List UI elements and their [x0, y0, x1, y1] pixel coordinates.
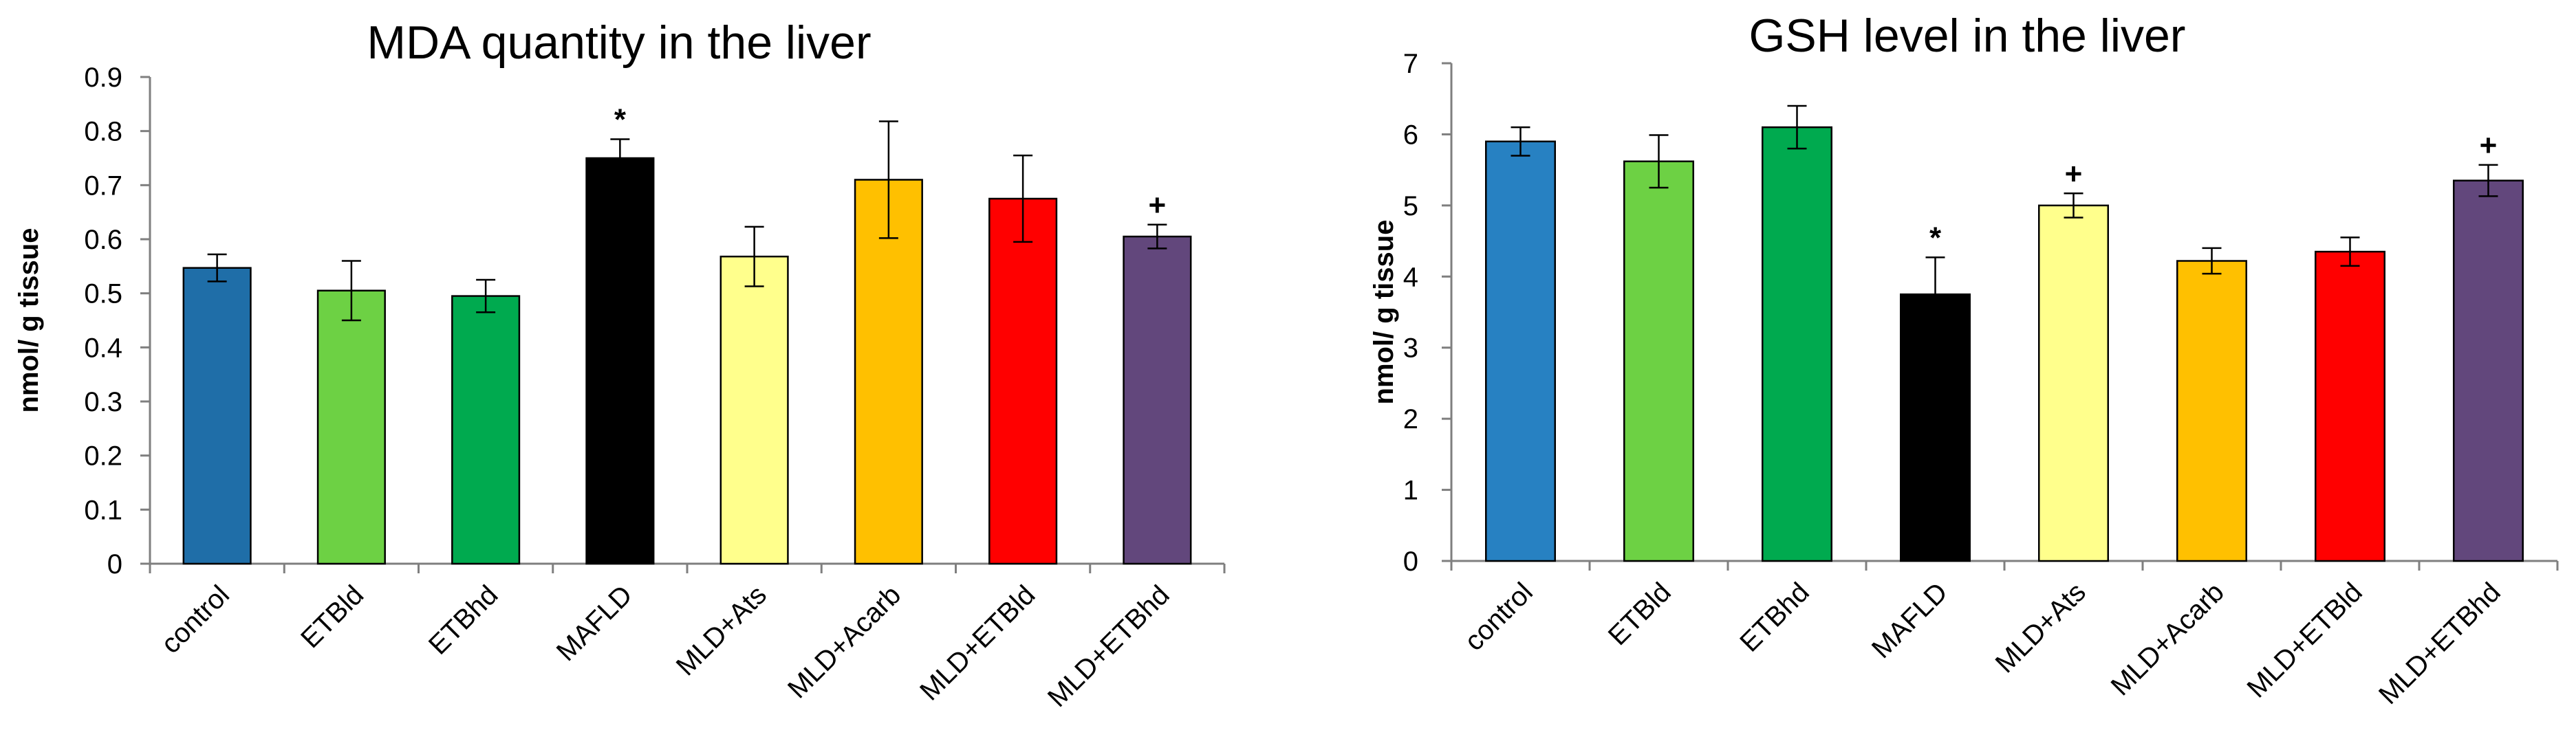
bar-etbhd [451, 295, 521, 565]
y-tick-label: 6 [1403, 120, 1418, 150]
x-category-label: ETBld [295, 580, 369, 654]
x-category-label: MLD+ETBld [914, 580, 1041, 706]
y-tick-label: 1 [1403, 476, 1418, 506]
x-category-label: MLD+ETBld [2241, 577, 2368, 703]
y-tick-label: 0.3 [84, 387, 122, 417]
bar-etbld [1623, 160, 1694, 562]
bar-mld-etbhd [2453, 179, 2524, 562]
y-tick-label: 5 [1403, 191, 1418, 221]
x-category-label: MAFLD [551, 580, 638, 667]
x-category-label: control [1459, 577, 1539, 657]
y-tick-label: 0.7 [84, 170, 122, 201]
significance-marker: + [2065, 157, 2083, 190]
y-tick-label: 3 [1403, 333, 1418, 364]
gsh-chart: GSH level in the liver nmol/ g tissue 0 1 2 3… [1369, 10, 2559, 710]
x-category-label: MLD+Ats [671, 580, 772, 681]
bar-mafld [585, 157, 655, 565]
y-tick-label: 0.9 [84, 63, 122, 93]
chart-title: MDA quantity in the liver [367, 16, 871, 69]
bar-mld-etbld [988, 197, 1058, 565]
x-category-label: MLD+Ats [1990, 577, 2092, 679]
y-axis-label: nmol/ g tissue [1369, 220, 1399, 405]
y-tick-label: 2 [1403, 404, 1418, 434]
x-category-label: MLD+ETBhd [2373, 577, 2507, 710]
y-tick-label: 4 [1403, 262, 1418, 292]
bar-mld-etbhd [1123, 235, 1192, 565]
x-category-label: ETBhd [423, 580, 504, 661]
x-category-label: ETBld [1603, 577, 1677, 651]
bar-mld-ats [2038, 204, 2109, 562]
bar-etbhd [1762, 126, 1832, 562]
y-tick-label: 7 [1403, 49, 1418, 79]
bar-control [1485, 140, 1556, 562]
chart-title: GSH level in the liver [1749, 10, 2186, 62]
x-category-label: MLD+Acarb [2106, 577, 2230, 701]
y-tick-label: 0.6 [84, 225, 122, 255]
bar-mld-ats [719, 255, 789, 565]
y-tick-label: 0.2 [84, 441, 122, 472]
y-tick-label: 0.5 [84, 279, 122, 309]
bar-mld-acarb [2176, 260, 2247, 562]
significance-marker: + [1149, 188, 1167, 222]
y-axis-label: nmol/ g tissue [14, 228, 44, 413]
bar-mld-acarb [854, 179, 923, 565]
x-category-label: MLD+Acarb [782, 580, 907, 704]
x-category-label: ETBhd [1734, 577, 1815, 658]
significance-marker: * [614, 102, 627, 136]
x-category-label: MAFLD [1866, 577, 1953, 664]
mda-chart: MDA quantity in the liver nmol/ g tissue 0… [14, 16, 1226, 713]
x-category-label: MLD+ETBhd [1042, 580, 1176, 713]
y-tick-label: 0.4 [84, 333, 122, 363]
bar-etbld [316, 289, 386, 565]
bar-mafld [1900, 293, 1971, 562]
y-tick-label: 0 [107, 549, 122, 580]
x-category-label: control [155, 580, 235, 659]
significance-marker: * [1929, 221, 1942, 254]
y-tick-label: 0.1 [84, 495, 122, 525]
significance-marker: + [2480, 129, 2498, 162]
y-tick-label: 0.8 [84, 117, 122, 147]
bar-control [182, 267, 252, 565]
bar-mld-etbld [2315, 250, 2385, 562]
y-tick-label: 0 [1403, 547, 1418, 577]
